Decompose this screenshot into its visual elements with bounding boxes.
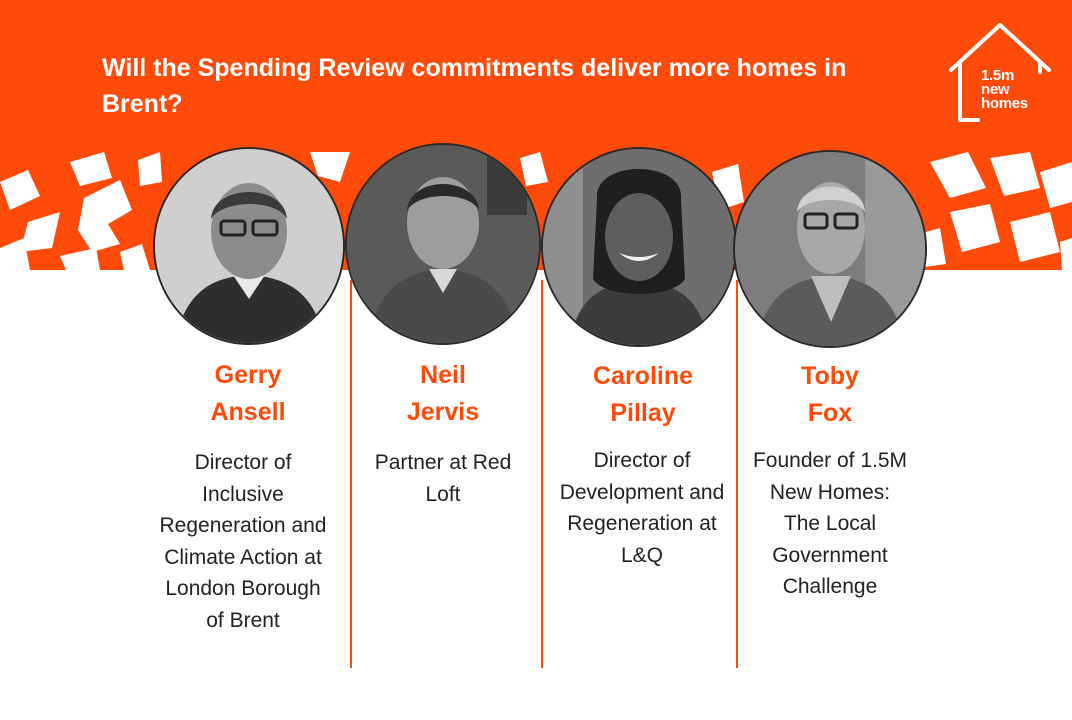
speaker-photo-toby-fox	[733, 150, 927, 348]
column-divider-2	[541, 280, 543, 668]
speaker-photo-gerry-ansell	[153, 147, 345, 345]
speaker-role: Director of Inclusive Regeneration and C…	[159, 451, 327, 632]
page-title: Will the Spending Review commitments del…	[102, 54, 847, 118]
speaker-name: Caroline Pillay	[592, 362, 694, 427]
speaker-photo-neil-jervis	[345, 143, 541, 345]
speaker-role: Director of Development and Regeneration…	[559, 449, 725, 567]
speaker-name: Toby Fox	[801, 362, 859, 427]
logo-wordmark: 1.5m new homes	[981, 67, 1028, 112]
speaker-name: Neil Jervis	[406, 361, 480, 426]
logo-line-3: homes	[981, 95, 1028, 112]
speaker-name: Gerry Ansell	[210, 361, 286, 426]
speaker-role: Founder of 1.5M New Homes: The Local Gov…	[752, 449, 908, 598]
header-banner: Will the Spending Review commitments del…	[0, 0, 1072, 152]
column-divider-3	[736, 280, 738, 668]
house-outline-icon	[949, 23, 1051, 122]
column-divider-1	[350, 280, 352, 668]
speaker-photo-caroline-pillay	[541, 147, 737, 347]
logo-line-2: new	[981, 81, 1010, 98]
brand-logo: 1.5m new homes	[948, 20, 1052, 128]
speaker-role: Partner at Red Loft	[374, 451, 512, 506]
logo-line-1: 1.5m	[981, 67, 1014, 84]
